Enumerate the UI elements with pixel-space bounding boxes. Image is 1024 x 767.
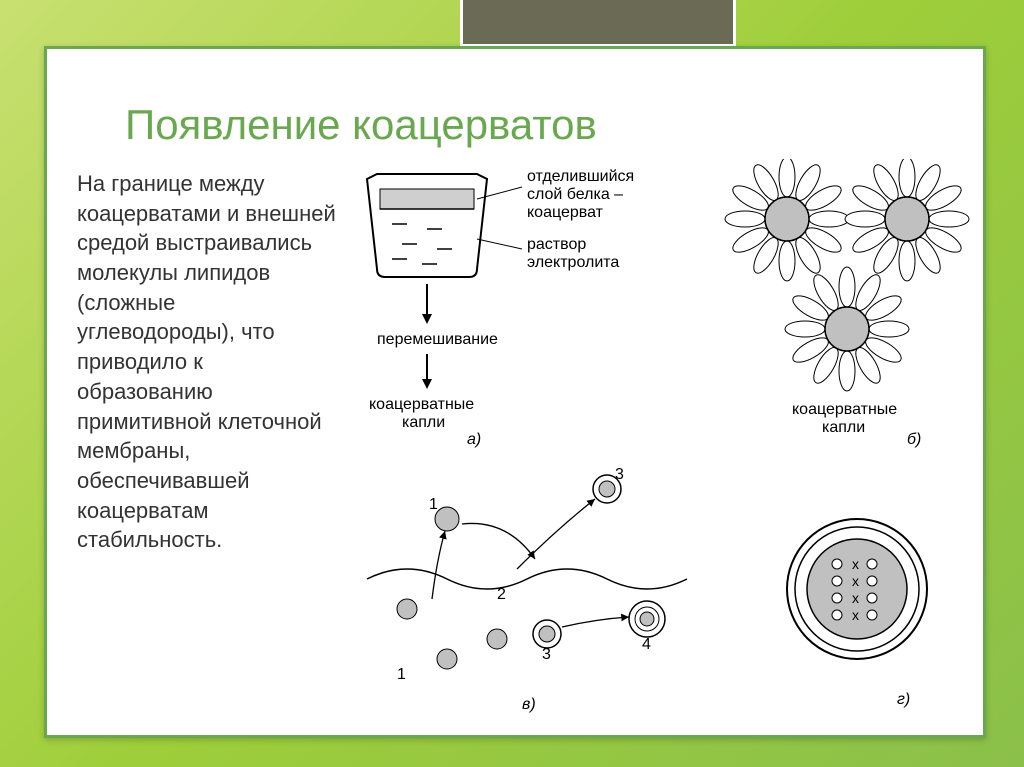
diagram-area: отделившийся слой белка – коацерват раст… <box>347 159 977 719</box>
panel-g: x x x x <box>787 519 927 659</box>
flower-1 <box>725 159 849 281</box>
label-fig-a: а) <box>467 431 481 448</box>
label-mixing: перемешивание <box>377 331 498 348</box>
label-drops-b: коацерватные <box>792 401 897 418</box>
svg-text:x: x <box>852 590 859 606</box>
body-paragraph: На границе между коацерватами и внешней … <box>77 169 337 555</box>
svg-text:1: 1 <box>397 666 406 683</box>
label-protein-layer: отделившийся <box>527 168 634 185</box>
svg-text:4: 4 <box>642 636 651 653</box>
svg-text:капли: капли <box>402 414 445 431</box>
panel-a-beaker <box>367 174 522 389</box>
label-drops-a: коацерватные <box>369 396 474 413</box>
panel-b-flowers <box>725 159 969 391</box>
slide-title: Появление коацерватов <box>125 101 597 149</box>
svg-text:2: 2 <box>497 586 506 603</box>
svg-text:x: x <box>852 556 859 572</box>
svg-text:x: x <box>852 573 859 589</box>
svg-text:x: x <box>852 607 859 623</box>
flower-2 <box>845 159 969 281</box>
slide-frame: Появление коацерватов На границе между к… <box>44 46 986 738</box>
svg-text:раствор: раствор <box>527 236 586 253</box>
svg-text:слой белка –: слой белка – <box>527 186 623 203</box>
diagram-svg: отделившийся слой белка – коацерват раст… <box>347 159 977 719</box>
panel-v: 1 1 3 3 4 2 <box>367 466 687 683</box>
label-fig-v: в) <box>522 696 536 713</box>
label-fig-g: г) <box>897 691 910 708</box>
svg-text:3: 3 <box>615 466 624 483</box>
decorative-top-bar <box>460 0 736 47</box>
flower-3 <box>785 267 909 391</box>
svg-text:коацерват: коацерват <box>527 204 604 221</box>
svg-text:3: 3 <box>542 646 551 663</box>
svg-text:капли: капли <box>822 419 865 436</box>
label-electrolyte: электролита <box>527 254 619 271</box>
svg-text:1: 1 <box>429 496 438 513</box>
label-fig-b: б) <box>907 431 921 448</box>
